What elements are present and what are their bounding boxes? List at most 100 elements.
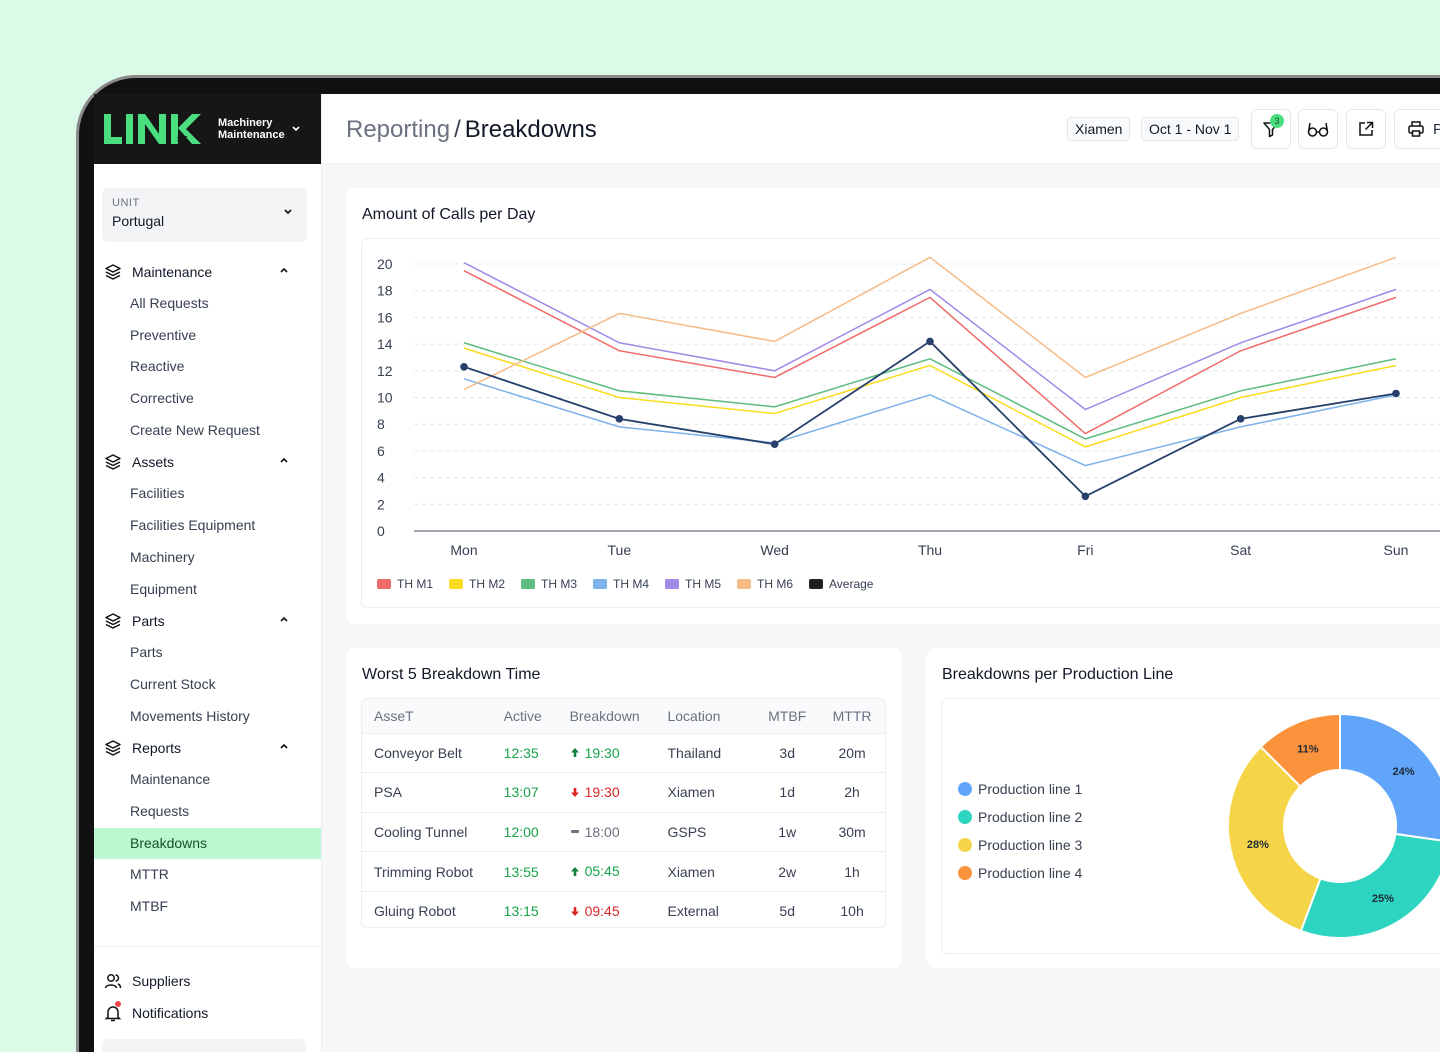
sidebar-group-reports[interactable]: Reports xyxy=(94,732,321,764)
sidebar-item-current-stock[interactable]: Current Stock xyxy=(130,675,216,692)
sidebar-item-breakdowns[interactable]: Breakdowns xyxy=(94,827,321,860)
series-line-th-m6[interactable] xyxy=(463,256,1397,391)
sidebar-item-mttr[interactable]: MTTR xyxy=(130,866,169,883)
logo-bar[interactable]: SE Machinery Maintenance xyxy=(94,94,321,164)
view-button[interactable] xyxy=(1298,109,1338,149)
chevron-up-icon[interactable] xyxy=(279,266,289,274)
cell-active: 13:07 xyxy=(491,772,558,813)
pie-legend-item[interactable]: Production line 3 xyxy=(958,831,1082,859)
series-line-th-m2[interactable] xyxy=(463,347,1397,448)
sidebar-group-maintenance[interactable]: Maintenance xyxy=(94,256,321,288)
legend-item[interactable]: TH M5 xyxy=(665,577,721,591)
location-filter-chip[interactable]: Xiamen xyxy=(1067,117,1131,141)
sidebar-item-facilities-equipment[interactable]: Facilities Equipment xyxy=(130,517,256,534)
series-line-th-m5[interactable] xyxy=(463,261,1397,411)
data-point[interactable] xyxy=(770,440,779,449)
unit-selector[interactable]: UNIT Portugal xyxy=(102,188,307,242)
table-row[interactable]: Conveyor Belt 12:35 19:30 Thailand 3d 20m xyxy=(362,733,885,774)
donut-slice[interactable] xyxy=(1227,745,1322,933)
chevron-down-icon[interactable] xyxy=(291,125,301,133)
chart-legend: TH M1 TH M2 TH M3 TH M4 TH M5 TH M6 Average xyxy=(377,577,889,591)
legend-label: TH M1 xyxy=(397,577,433,591)
sidebar-item-notifications[interactable]: Notifications xyxy=(94,997,322,1029)
sidebar-item-mtbf[interactable]: MTBF xyxy=(130,898,169,914)
slice-label: 25% xyxy=(1372,893,1394,905)
sidebar-item-movements-history[interactable]: Movements History xyxy=(130,707,250,724)
breakdown-table-container: AsseT Active Breakdown Location MTBF MTTR Con… xyxy=(361,698,886,928)
breadcrumb-separator: / xyxy=(454,116,461,143)
legend-item[interactable]: TH M1 xyxy=(377,577,433,591)
legend-item[interactable]: Average xyxy=(809,577,873,591)
sidebar-item-parts[interactable]: Parts xyxy=(130,644,163,661)
column-header[interactable]: MTTR xyxy=(819,699,885,734)
legend-item[interactable]: TH M4 xyxy=(593,577,649,591)
breakdown-time: 19:30 xyxy=(584,744,620,761)
breadcrumb-parent[interactable]: Reporting xyxy=(346,116,451,143)
series-line-th-m4[interactable] xyxy=(463,378,1397,467)
pie-legend-item[interactable]: Production line 2 xyxy=(958,803,1082,831)
sidebar-group-parts[interactable]: Parts xyxy=(94,605,321,637)
chevron-up-icon[interactable] xyxy=(279,456,289,464)
sidebar-item-facilities[interactable]: Facilities xyxy=(130,485,185,502)
data-point[interactable] xyxy=(1392,389,1400,398)
cell-asset: PSA xyxy=(362,772,492,813)
legend-item[interactable]: TH M3 xyxy=(521,577,577,591)
bell-icon xyxy=(104,1006,122,1022)
sidebar-item-reactive[interactable]: Reactive xyxy=(130,358,185,375)
cell-asset: Conveyor Belt xyxy=(362,733,492,774)
legend-item[interactable]: TH M2 xyxy=(449,577,505,591)
series-line-th-m3[interactable] xyxy=(463,342,1397,440)
column-header[interactable]: Active xyxy=(491,699,558,734)
legend-item[interactable]: TH M6 xyxy=(737,577,793,591)
sidebar-item-all-requests[interactable]: All Requests xyxy=(130,295,209,311)
y-tick-label: 20 xyxy=(377,256,393,272)
filter-button[interactable]: 3 xyxy=(1251,109,1291,149)
cell-asset: Cooling Tunnel xyxy=(362,812,492,853)
column-header[interactable]: Breakdown xyxy=(557,699,656,734)
slice-label: 11% xyxy=(1297,743,1319,755)
pie-legend-item[interactable]: Production line 1 xyxy=(958,775,1082,803)
column-header[interactable]: MTBF xyxy=(755,699,820,734)
series-line-average[interactable] xyxy=(463,340,1397,498)
sidebar-item-preventive[interactable]: Preventive xyxy=(130,326,197,343)
legend-label: Production line 3 xyxy=(978,837,1083,853)
data-point[interactable] xyxy=(460,362,468,371)
data-point[interactable] xyxy=(1081,492,1090,501)
data-point[interactable] xyxy=(926,337,934,346)
chevron-up-icon[interactable] xyxy=(279,742,289,750)
breakdown-time: 18:00 xyxy=(584,823,620,840)
sidebar-item-suppliers[interactable]: Suppliers xyxy=(94,965,322,997)
date-range-chip[interactable]: Oct 1 - Nov 1 xyxy=(1141,117,1240,141)
sidebar-group-assets[interactable]: Assets xyxy=(94,446,321,478)
data-point[interactable] xyxy=(615,415,624,423)
cell-breakdown: 19:30 xyxy=(557,772,656,813)
sidebar-item-create-new-request[interactable]: Create New Request xyxy=(130,421,260,438)
cell-breakdown: 09:45 xyxy=(558,891,656,927)
cell-mttr: 1h xyxy=(819,851,885,892)
chevron-up-icon[interactable] xyxy=(279,615,289,623)
data-point[interactable] xyxy=(1236,415,1245,423)
series-line-th-m1[interactable] xyxy=(463,270,1397,435)
table-row[interactable]: Gluing Robot 13:15 09:45 External 5d 10h xyxy=(362,891,885,927)
sidebar-footer-box[interactable] xyxy=(102,1039,306,1052)
print-button[interactable]: P xyxy=(1394,109,1440,149)
export-button[interactable] xyxy=(1346,109,1386,149)
table-row[interactable]: PSA 13:07 19:30 Xiamen 1d 2h xyxy=(362,772,885,813)
donut-slice[interactable] xyxy=(1259,712,1341,788)
card-title: Breakdowns per Production Line xyxy=(942,666,1174,683)
sidebar-item-maintenance[interactable]: Maintenance xyxy=(130,771,211,788)
sidebar-item-requests[interactable]: Requests xyxy=(130,802,190,819)
column-header[interactable]: AsseT xyxy=(362,699,492,734)
sidebar-item-equipment[interactable]: Equipment xyxy=(130,580,197,597)
sidebar-item-machinery[interactable]: Machinery xyxy=(130,548,195,565)
column-header[interactable]: Location xyxy=(655,699,756,734)
table-row[interactable]: Cooling Tunnel 12:00 18:00 GSPS 1w 30m xyxy=(362,812,885,853)
donut-slice[interactable] xyxy=(1299,832,1440,939)
legend-dot xyxy=(958,866,972,880)
print-label: P xyxy=(1433,120,1440,138)
donut-slice[interactable] xyxy=(1339,712,1440,842)
sidebar: SE Machinery Maintenance UNIT Portugal M… xyxy=(94,94,322,1052)
pie-legend-item[interactable]: Production line 4 xyxy=(958,859,1082,887)
sidebar-item-corrective[interactable]: Corrective xyxy=(130,390,194,407)
table-row[interactable]: Trimming Robot 13:55 05:45 Xiamen 2w 1h xyxy=(362,851,885,892)
